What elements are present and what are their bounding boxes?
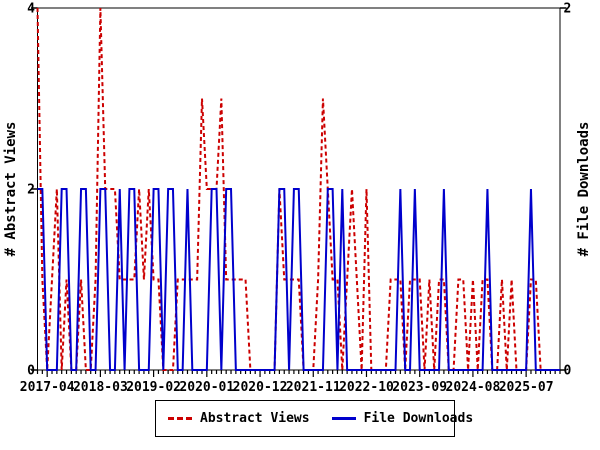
x-axis-tick-label: 2024-08	[446, 380, 501, 395]
x-axis-tick-label: 2022-10	[339, 380, 394, 395]
x-axis-tick-label: 2020-12	[233, 380, 288, 395]
x-axis-tick-label: 2025-07	[499, 380, 554, 395]
series-line-abstract-views	[36, 7, 560, 371]
series-line-file-downloads	[37, 188, 560, 371]
legend-label: File Downloads	[363, 411, 474, 426]
dashed-line-swatch-icon	[168, 417, 192, 420]
x-axis-tick-label: 2017-04	[20, 380, 75, 395]
x-axis-tick-label: 2018-03	[73, 380, 128, 395]
left-axis-tick-label: 0	[27, 364, 35, 379]
legend-label: Abstract Views	[200, 411, 310, 426]
x-axis-tick-label: 2020-01	[179, 380, 234, 395]
left-axis-tick-label: 2	[27, 183, 35, 198]
right-axis-title: # File Downloads	[576, 122, 592, 257]
x-axis-tick-label: 2021-11	[286, 380, 341, 395]
legend-item-file-downloads: File Downloads	[331, 411, 474, 426]
axis-ticks: 0 2 4 0 2 2017-042018-032019-022020-012020-12…	[20, 2, 572, 396]
x-axis-tick-label: 2019-02	[126, 380, 181, 395]
data-series	[36, 7, 560, 371]
right-axis-tick-label: 0	[564, 364, 572, 379]
left-axis-tick-label: 4	[27, 2, 35, 17]
legend-item-abstract-views: Abstract Views	[168, 411, 310, 426]
x-axis-tick-label: 2023-09	[392, 380, 447, 395]
right-axis-tick-label: 2	[564, 2, 572, 17]
legend: Abstract Views File Downloads	[155, 400, 473, 437]
left-axis-title: # Abstract Views	[3, 122, 19, 257]
solid-line-swatch-icon	[331, 417, 356, 420]
